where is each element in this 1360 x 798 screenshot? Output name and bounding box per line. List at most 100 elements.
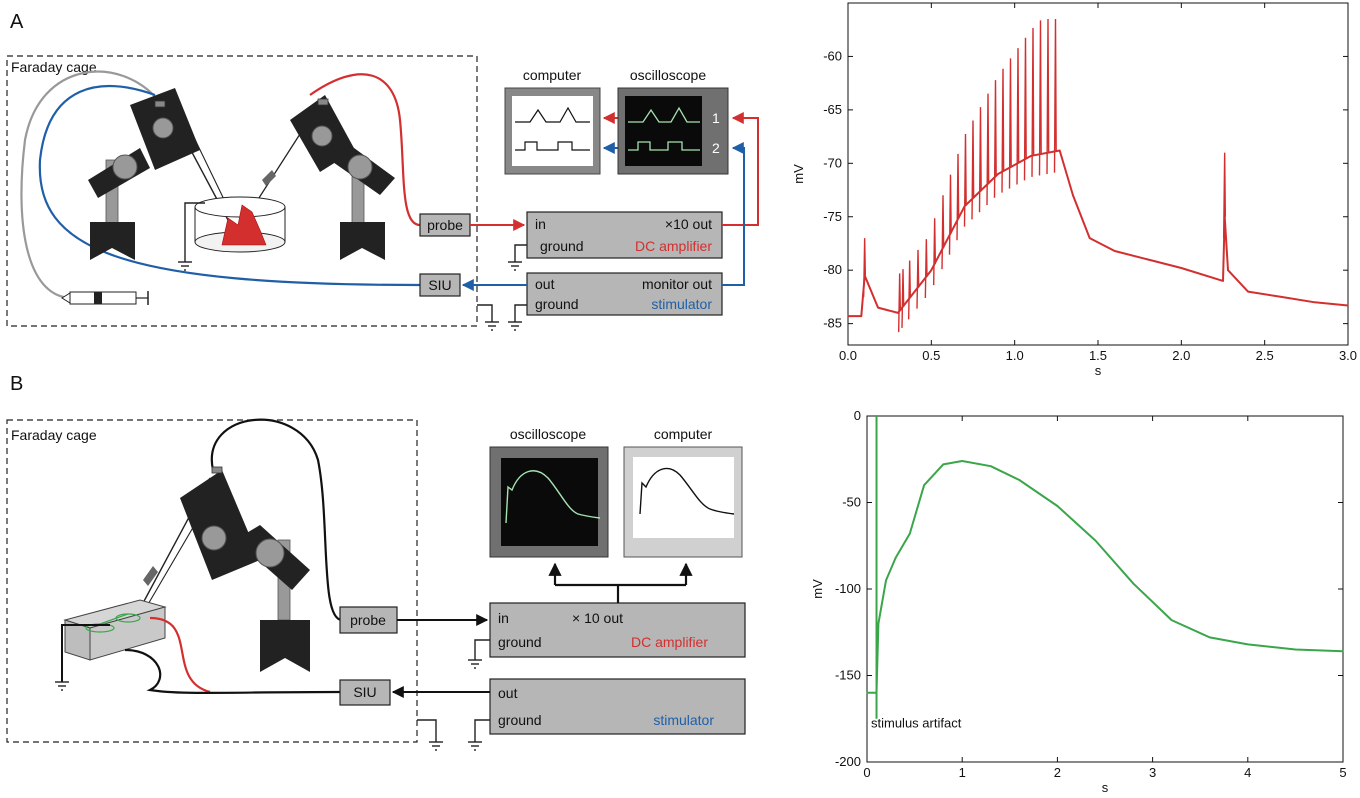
y-tick-label: -60 xyxy=(823,48,842,63)
red-probe-cable-a xyxy=(309,73,421,227)
x-tick-label: 1 xyxy=(959,765,966,780)
spike-mark xyxy=(941,195,945,270)
probe-cable-b xyxy=(210,418,343,622)
x-tick-label: 2.0 xyxy=(1172,348,1190,363)
y-tick-label: -75 xyxy=(823,209,842,224)
chart-a: 0.0 0.5 1.0 1.5 2.0 2.5 3.0 -60 -65 -70 -75 -80 -85 s… xyxy=(791,2,1357,378)
spike-mark xyxy=(1046,19,1050,175)
x-tick-label: 0 xyxy=(863,765,870,780)
scope-trace-top xyxy=(628,106,700,123)
spike-mark xyxy=(963,134,967,227)
data-point xyxy=(1113,250,1116,252)
x-tick-label: 1.0 xyxy=(1006,348,1024,363)
data-point xyxy=(877,306,879,309)
data-point xyxy=(885,579,887,582)
panel-b-diagram: B Faraday cage xyxy=(6,373,746,751)
data-point xyxy=(1313,301,1316,304)
dc-amplifier-b xyxy=(489,602,746,658)
data-point xyxy=(1347,304,1349,307)
data-point xyxy=(1088,237,1091,239)
computer-screen-a xyxy=(512,96,593,166)
x-axis-label: s xyxy=(1102,780,1109,795)
data-point xyxy=(909,532,911,535)
y-tick-label: -150 xyxy=(835,668,861,683)
data-point xyxy=(860,315,863,317)
stimulus-artifact-annotation: stimulus artifact xyxy=(871,715,962,730)
siu-box-a xyxy=(419,273,461,297)
spike-mark xyxy=(1023,37,1027,181)
data-point xyxy=(866,692,868,694)
spike-mark xyxy=(1038,20,1042,176)
amp-a-out: ×10 out xyxy=(665,216,712,232)
spike-mark xyxy=(1222,152,1227,239)
amp-b-out: × 10 out xyxy=(572,610,623,626)
faraday-cage-b-label: Faraday cage xyxy=(11,427,97,443)
computer-trace-b xyxy=(639,467,735,515)
scope-trace-bottom xyxy=(628,141,700,151)
spike-mark xyxy=(1053,19,1057,173)
y-tick-label: -100 xyxy=(835,581,861,596)
data-point xyxy=(1132,583,1135,585)
black-stim-wire-b xyxy=(124,648,341,694)
x-axis-label: s xyxy=(1095,363,1102,378)
ground-symbol-a-cage xyxy=(178,202,205,271)
data-point xyxy=(1208,636,1211,639)
recording-chamber-b xyxy=(63,599,167,661)
stim-b-ground: ground xyxy=(498,712,542,728)
data-point xyxy=(1056,505,1059,507)
spike-mark xyxy=(924,239,928,298)
spike-mark xyxy=(862,238,867,297)
petri-dish-a xyxy=(194,196,286,253)
gray-perfusion-tube xyxy=(20,70,159,300)
ground-wire-b xyxy=(61,624,110,682)
data-point xyxy=(1280,296,1283,298)
chart-b: 0 1 2 3 4 5 0 -50 -100 -150 -200 s mV stimulus artifa… xyxy=(810,408,1347,795)
spike-mark xyxy=(993,80,997,198)
y-tick-label: -65 xyxy=(823,102,842,117)
amp-a-name: DC amplifier xyxy=(635,238,712,254)
spike-mark xyxy=(897,273,902,333)
panel-b-label: B xyxy=(10,373,23,395)
data-point xyxy=(997,173,999,175)
micromanipulator-b xyxy=(134,466,310,672)
series-line-0 xyxy=(867,460,1344,694)
channel-2-label: 2 xyxy=(712,140,720,156)
y-axis-label: mV xyxy=(810,579,825,599)
faraday-cage-b xyxy=(6,419,418,743)
siu-label-b: SIU xyxy=(353,684,376,700)
dc-amplifier-a xyxy=(526,211,723,259)
stim-a-ground: ground xyxy=(535,296,579,312)
probe-label-b: probe xyxy=(350,612,386,628)
data-point xyxy=(923,484,925,487)
oscilloscope-label-b: oscilloscope xyxy=(510,426,586,442)
stim-a-monitor: monitor out xyxy=(642,276,712,292)
x-tick-label: 3 xyxy=(1149,765,1156,780)
data-point xyxy=(847,315,849,317)
spike-mark xyxy=(1031,28,1035,177)
data-point xyxy=(894,557,897,559)
plot-frame xyxy=(866,415,1344,763)
stim-a-out: out xyxy=(535,276,555,292)
panel-a-diagram: A Faraday cage xyxy=(6,11,759,331)
oscilloscope-label-a: oscilloscope xyxy=(630,67,706,83)
micromanipulator-right-a xyxy=(247,95,395,260)
faraday-cage-a xyxy=(6,55,478,327)
data-point xyxy=(930,269,933,271)
data-point xyxy=(1247,290,1249,293)
spike-mark xyxy=(956,153,960,241)
y-tick-label: -80 xyxy=(823,262,842,277)
ground-symbols-a-outside xyxy=(477,244,527,331)
spike-mark xyxy=(1008,58,1012,189)
data-point xyxy=(1018,479,1021,481)
red-stim-wire-b xyxy=(149,616,211,694)
amp-a-ground: ground xyxy=(540,238,584,254)
ground-symbol-b-cage xyxy=(55,681,69,691)
panel-a-label: A xyxy=(10,11,24,33)
oscilloscope-screen-b xyxy=(501,458,598,546)
micromanipulator-left-a xyxy=(88,88,233,260)
data-point xyxy=(942,463,944,466)
y-tick-label: 0 xyxy=(854,408,861,423)
series-line-0 xyxy=(848,149,1349,318)
syringe-icon xyxy=(61,291,149,305)
